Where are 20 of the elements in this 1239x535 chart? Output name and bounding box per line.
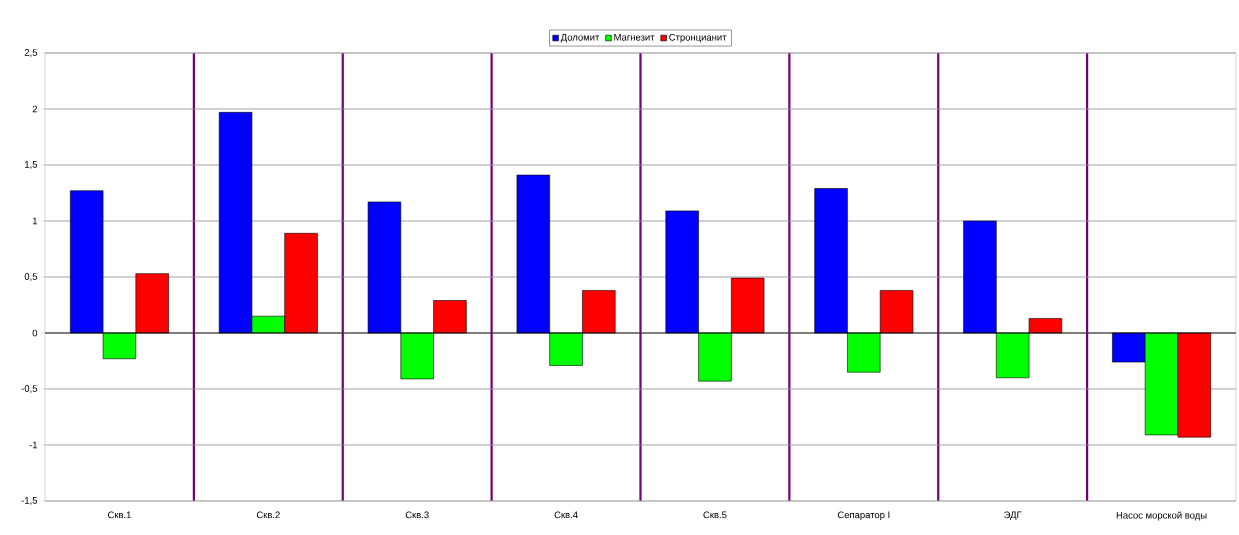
x-tick-label: Скв.1 (107, 511, 131, 519)
y-tick-label: 2 (32, 105, 38, 113)
y-tick-label: -1,5 (21, 497, 38, 505)
x-tick-label: Скв.5 (703, 511, 727, 519)
legend-label: Доломит (560, 34, 600, 43)
y-tick-label: 0,5 (24, 273, 38, 281)
legend-label: Стронцианит (669, 33, 727, 43)
legend-label: Магнезит (614, 34, 655, 41)
y-tick-label: 2,5 (24, 49, 38, 57)
x-tick-label: Скв.4 (554, 511, 578, 519)
y-tick-label: 0 (32, 329, 38, 337)
x-tick-label: Скв.3 (405, 511, 429, 519)
x-tick-label: Насос морской воды (1116, 511, 1207, 521)
x-tick-label: ЭДГ (1004, 511, 1022, 520)
x-tick-label: Сепаратор I (837, 511, 890, 521)
y-tick-label: 1 (32, 217, 38, 225)
y-tick-label: -0,5 (21, 385, 38, 393)
y-tick-label: 1,5 (25, 161, 38, 169)
x-tick-label: Скв.2 (256, 511, 280, 519)
y-tick-label: -1 (29, 441, 38, 449)
